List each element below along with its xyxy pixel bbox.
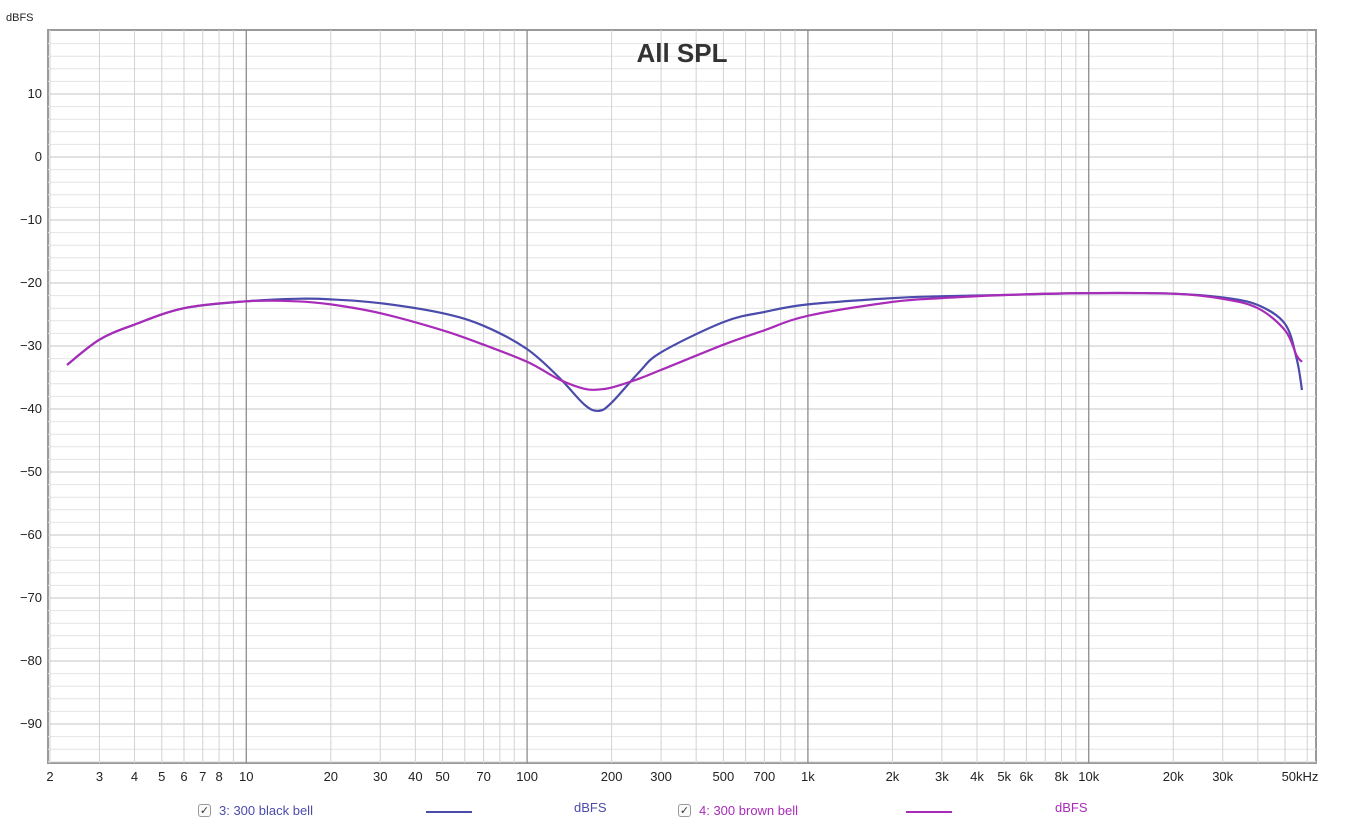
x-tick-label: 20k — [1163, 769, 1184, 784]
legend-label-brown-bell: 4: 300 brown bell — [699, 802, 799, 818]
x-tick-label: 40 — [408, 769, 422, 784]
legend-unit-brown-bell: dBFS — [1055, 800, 1088, 815]
legend-swatch-brown-bell — [906, 811, 952, 813]
x-tick-label: 20 — [324, 769, 338, 784]
x-tick-label: 3 — [96, 769, 103, 784]
checkbox-brown-bell[interactable]: ✓ — [678, 803, 691, 817]
x-tick-label: 4 — [131, 769, 138, 784]
y-tick-label: 0 — [35, 149, 42, 164]
series-group — [66, 291, 1304, 413]
legend-label-black-bell: 3: 300 black bell — [219, 802, 313, 818]
x-tick-label: 8k — [1055, 769, 1069, 784]
y-tick-label: −40 — [20, 401, 42, 416]
x-tick-label: 6k — [1020, 769, 1034, 784]
y-tick-label: −80 — [20, 653, 42, 668]
x-tick-label: 2 — [46, 769, 53, 784]
x-tick-label: 5k — [997, 769, 1011, 784]
y-tick-label: 10 — [28, 86, 42, 101]
y-axis-label: dBFS — [6, 12, 34, 24]
x-tick-label: 500 — [713, 769, 735, 784]
x-tick-label: 50 — [435, 769, 449, 784]
x-tick-label: 5 — [158, 769, 165, 784]
x-tick-label: 8 — [215, 769, 222, 784]
y-tick-label: −20 — [20, 275, 42, 290]
y-tick-label: −10 — [20, 212, 42, 227]
legend-swatch-black-bell — [426, 811, 472, 813]
x-tick-label: 700 — [754, 769, 776, 784]
x-tick-label: 7 — [199, 769, 206, 784]
y-tick-label: −50 — [20, 464, 42, 479]
x-tick-label: 6 — [180, 769, 187, 784]
x-tick-label: 50kHz — [1282, 769, 1319, 784]
x-tick-label: 30 — [373, 769, 387, 784]
x-tick-label: 10k — [1078, 769, 1099, 784]
x-tick-label: 2k — [886, 769, 900, 784]
grid — [48, 30, 1316, 763]
chart-title: All SPL — [636, 38, 727, 68]
x-tick-label: 100 — [516, 769, 538, 784]
x-tick-label: 30k — [1212, 769, 1233, 784]
x-tick-label: 10 — [239, 769, 253, 784]
checkbox-black-bell[interactable]: ✓ — [198, 803, 211, 817]
x-tick-label: 1k — [801, 769, 815, 784]
y-tick-label: −60 — [20, 527, 42, 542]
x-axis-ticks: 2 3 4 5 6 7 8 10 20 30 40 50 70 100 200 300 500 700 1k 2k 3k… — [46, 769, 1318, 784]
y-axis-ticks: 10 0 −10 −20 −30 −40 −50 −60 −70 −80 −90 — [20, 86, 42, 731]
x-tick-label: 3k — [935, 769, 949, 784]
legend-item-black-bell[interactable]: ✓ 3: 300 black bell — [198, 798, 313, 822]
spl-chart: 2 3 4 5 6 7 8 10 20 30 40 50 70 100 200 300 500 700 1k 2k 3k… — [6, 12, 1318, 784]
legend-unit-black-bell: dBFS — [574, 800, 607, 815]
y-tick-label: −30 — [20, 338, 42, 353]
y-tick-label: −90 — [20, 716, 42, 731]
x-tick-label: 70 — [476, 769, 490, 784]
x-tick-label: 200 — [601, 769, 623, 784]
series-line-brown-bell — [66, 291, 1303, 391]
legend-item-brown-bell[interactable]: ✓ 4: 300 brown bell — [678, 798, 798, 822]
x-tick-label: 300 — [650, 769, 672, 784]
x-tick-label: 4k — [970, 769, 984, 784]
y-tick-label: −70 — [20, 590, 42, 605]
